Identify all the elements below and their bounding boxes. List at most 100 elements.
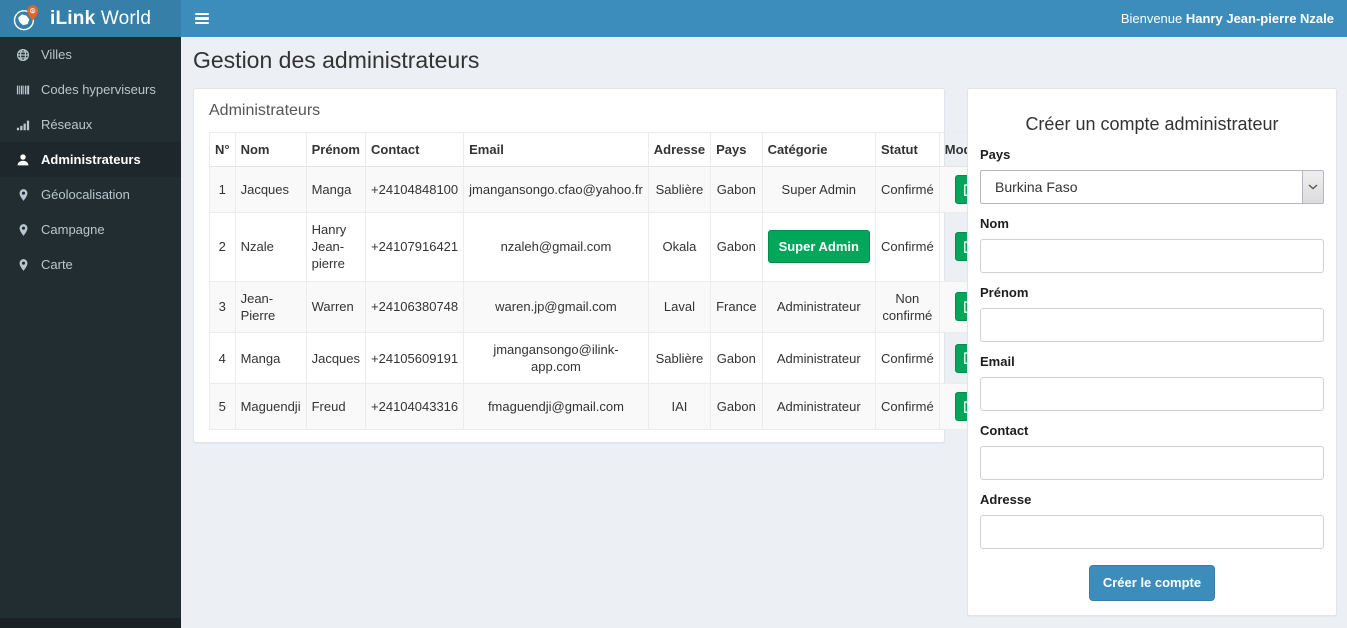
globe-icon [15,48,31,62]
cell-num: 3 [209,280,236,333]
chevron-down-icon [1302,171,1323,203]
top-navbar: $ iLink World Bienvenue Hanry Jean-pierr… [0,0,1347,37]
administrators-panel: Administrateurs N° Nom Prénom Contact Email A… [193,88,1078,444]
form-title: Créer un compte administrateur [1025,114,1279,134]
pays-label: Pays [980,147,1011,162]
adresse-label: Adresse [980,492,1032,507]
column-header-n: N° [209,131,236,168]
sidebar-toggle-button[interactable] [181,0,223,37]
form-field: Adresse [980,492,1324,549]
sidebar-item-reseaux[interactable]: Réseaux [0,107,181,142]
cell-adresse: Sablière [647,166,712,214]
cell-categorie: Super Admin [761,166,876,214]
map-marker-icon [15,258,31,272]
sidebar-item-geolocalisation[interactable]: Géolocalisation [0,177,181,212]
sidebar-item-administrateurs[interactable]: Administrateurs [0,142,181,177]
create-account-button[interactable]: Créer le compte [1088,565,1216,601]
cell-categorie: Super Admin [761,212,876,282]
contact-input[interactable] [980,446,1324,480]
column-header-categorie: Catégorie [761,131,876,168]
categorie-text: Administrateur [776,399,861,415]
table-row: 2 Nzale Hanry Jean-pierre +24107916421 n… [209,212,1078,282]
sidebar-menu: Villes Codes hyperviseurs Réseaux Admini… [0,37,181,282]
column-header-prenom: Prénom [305,131,367,168]
cell-statut: Confirmé [874,212,940,282]
cell-email: nzaleh@gmail.com [463,212,649,282]
sidebar-item-label: Réseaux [41,117,93,132]
categorie-text: Administrateur [776,299,861,315]
cell-contact: +24105609191 [365,331,465,385]
cell-statut: Non confirmé [874,280,940,333]
sidebar-item-carte[interactable]: Carte [0,247,181,282]
cell-contact: +24106380748 [365,280,465,333]
cell-pays: Gabon [710,166,763,214]
sidebar-item-label: Codes hyperviseurs [41,82,156,97]
column-header-adresse: Adresse [647,131,712,168]
cell-contact: +24107916421 [365,212,465,282]
column-header-email: Email [463,131,649,168]
cell-categorie: Administrateur [761,331,876,385]
categorie-text: Super Admin [781,182,856,198]
email-input[interactable] [980,377,1324,411]
form-field: Email [980,354,1324,411]
app-logo[interactable]: $ iLink World [0,0,181,37]
welcome-text: Bienvenue Hanry Jean-pierre Nzale [1120,11,1334,26]
sidebar-item-campagne[interactable]: Campagne [0,212,181,247]
cell-num: 5 [209,383,236,431]
table-row: 1 Jacques Manga +24104848100 jmangansong… [209,166,1078,214]
form-field: Pays Burkina Faso [980,147,1324,204]
contact-label: Contact [980,423,1029,438]
cell-prenom: Jacques [305,331,367,385]
column-header-nom: Nom [234,131,307,168]
prenom-input[interactable] [980,308,1324,342]
map-marker-icon [15,223,31,237]
cell-statut: Confirmé [874,166,940,214]
table-row: 3 Jean-Pierre Warren +24106380748 waren.… [209,280,1078,333]
sidebar-item-label: Administrateurs [41,152,141,167]
main-content: Gestion des administrateurs Administrate… [181,37,1347,628]
adresse-input[interactable] [980,515,1324,549]
signal-icon [15,118,31,132]
panel-title: Administrateurs [209,102,321,119]
email-label: Email [980,354,1015,369]
sidebar: Villes Codes hyperviseurs Réseaux Admini… [0,37,181,628]
map-marker-icon [15,188,31,202]
pays-select[interactable]: Burkina Faso [980,170,1324,204]
sidebar-bottom-strip [0,618,181,628]
hamburger-icon [195,12,209,25]
cell-prenom: Manga [305,166,367,214]
cell-nom: Nzale [234,212,307,282]
svg-text:$: $ [31,8,34,14]
nom-label: Nom [980,216,1009,231]
cell-nom: Manga [234,331,307,385]
cell-contact: +24104043316 [365,383,465,431]
page-title: Gestion des administrateurs [193,47,480,73]
cell-email: waren.jp@gmail.com [463,280,649,333]
sidebar-item-label: Géolocalisation [41,187,130,202]
cell-nom: Maguendji [234,383,307,431]
user-name: Hanry Jean-pierre Nzale [1185,11,1334,26]
cell-prenom: Hanry Jean-pierre [305,212,367,282]
administrators-table: N° Nom Prénom Contact Email Adresse Pays Catégo… [209,131,1078,431]
nom-input[interactable] [980,239,1324,273]
create-admin-panel: Créer un compte administrateur Pays Burk… [967,88,1337,616]
cell-adresse: Okala [647,212,712,282]
cell-adresse: IAI [647,383,712,431]
cell-num: 4 [209,331,236,385]
sidebar-item-label: Carte [41,257,73,272]
super-admin-badge[interactable]: Super Admin [767,230,870,264]
cell-num: 2 [209,212,236,282]
column-header-contact: Contact [365,131,465,168]
cell-prenom: Freud [305,383,367,431]
prenom-label: Prénom [980,285,1029,300]
categorie-text: Administrateur [776,350,861,366]
cell-email: fmaguendji@gmail.com [463,383,649,431]
cell-pays: Gabon [710,383,763,431]
sidebar-item-villes[interactable]: Villes [0,37,181,72]
form-field: Nom [980,216,1324,273]
sidebar-item-codes-hyperviseurs[interactable]: Codes hyperviseurs [0,72,181,107]
cell-contact: +24104848100 [365,166,465,214]
cell-categorie: Administrateur [761,280,876,333]
cell-statut: Confirmé [874,331,940,385]
cell-nom: Jean-Pierre [234,280,307,333]
